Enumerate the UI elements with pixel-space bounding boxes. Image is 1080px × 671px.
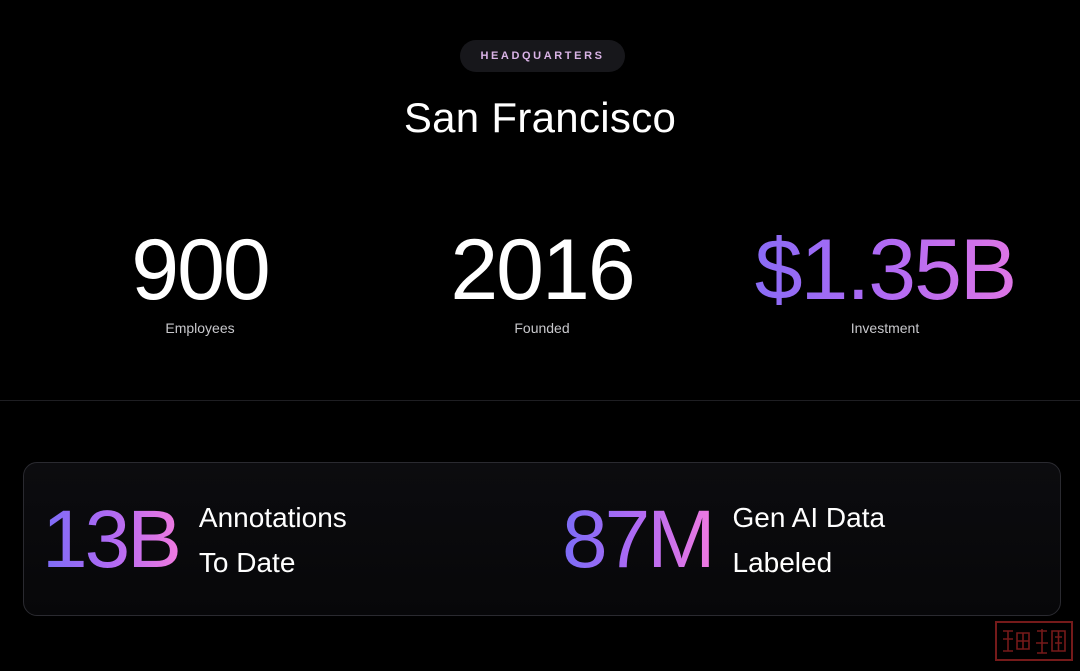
seal-stamp-icon	[995, 621, 1073, 661]
stat-employees: 900 Employees	[20, 220, 380, 336]
metric-gen-ai-data-value: 87M	[562, 490, 716, 590]
stat-founded-value: 2016	[450, 222, 635, 318]
page-title: San Francisco	[403, 94, 677, 141]
stat-investment-label: Investment	[850, 320, 920, 336]
headquarters-badge: HEADQUARTERS	[460, 40, 625, 72]
stat-founded-label: Founded	[514, 320, 570, 336]
stat-employees-value: 900	[131, 222, 271, 318]
stat-investment-value: $1.35B	[705, 220, 1065, 320]
metric-annotations: 13B Annotations To Date	[42, 463, 419, 617]
metric-annotations-value: 13B	[42, 490, 182, 590]
metric-gen-ai-data-description: Gen AI Data Labeled	[733, 495, 953, 585]
metric-annotations-description: Annotations To Date	[199, 495, 419, 585]
metric-annotations-line1: Annotations	[198, 502, 347, 533]
metric-gen-ai-data-line1: Gen AI Data	[732, 502, 886, 533]
stat-founded: 2016 Founded	[362, 220, 722, 336]
metric-gen-ai-data: 87M Gen AI Data Labeled	[562, 463, 953, 617]
metric-annotations-line2: To Date	[198, 547, 296, 578]
headquarters-badge-label: HEADQUARTERS	[480, 50, 605, 62]
stat-investment: $1.35B Investment	[705, 220, 1065, 336]
section-divider	[0, 400, 1080, 401]
metric-gen-ai-data-line2: Labeled	[732, 547, 833, 578]
highlights-card: 13B Annotations To Date 87M Gen AI Data …	[23, 462, 1061, 616]
stat-employees-label: Employees	[165, 320, 235, 336]
